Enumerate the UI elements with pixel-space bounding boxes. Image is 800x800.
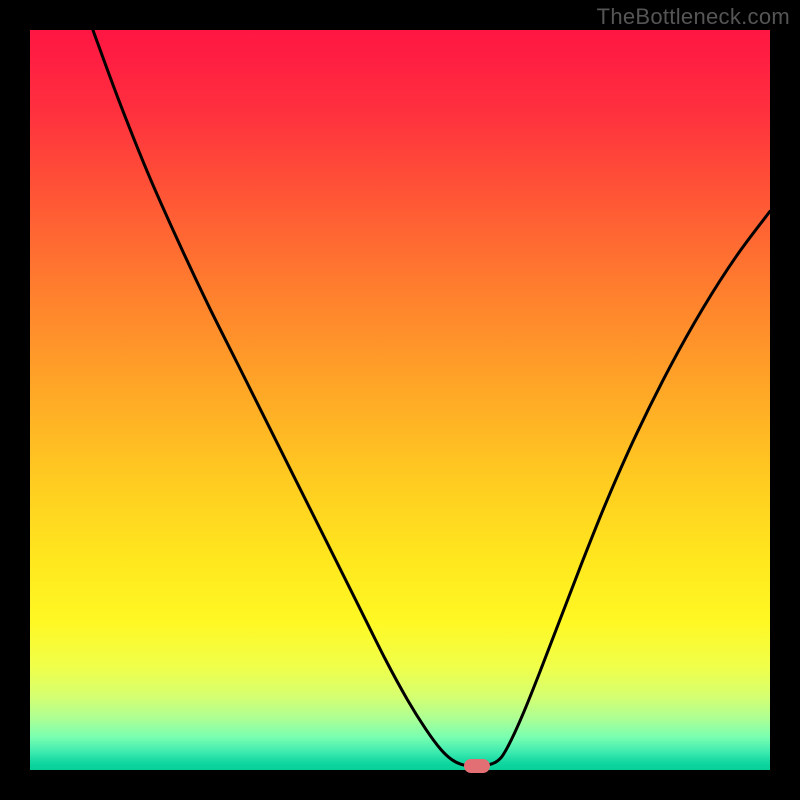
plot-area xyxy=(30,30,770,770)
bottleneck-curve xyxy=(30,30,770,770)
bottleneck-marker xyxy=(464,759,490,773)
watermark-text: TheBottleneck.com xyxy=(597,4,790,30)
chart-root: TheBottleneck.com xyxy=(0,0,800,800)
